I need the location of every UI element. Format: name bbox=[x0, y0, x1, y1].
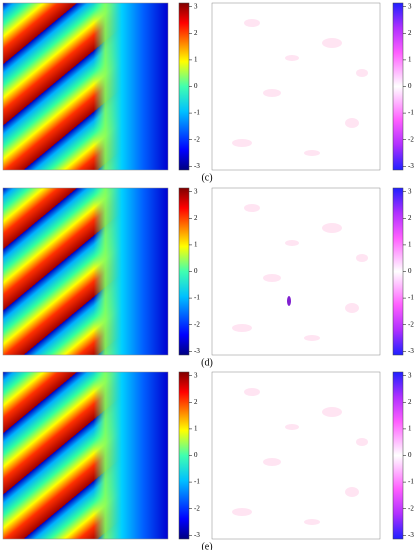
map-frame bbox=[2, 371, 169, 540]
colorbar-tick-label: 2 bbox=[408, 29, 412, 37]
colorbar-tick-label: 1 bbox=[408, 56, 412, 64]
residual-blob bbox=[263, 89, 281, 97]
residual-blob bbox=[244, 204, 260, 212]
colorbar-tick-label: 1 bbox=[194, 56, 198, 64]
colorbar-tick-label: -3 bbox=[194, 347, 200, 355]
residual-spot bbox=[287, 296, 291, 306]
colorbar-tick-label: 3 bbox=[408, 371, 412, 379]
colorbar-tick-label: 3 bbox=[408, 187, 412, 195]
colorbar bbox=[392, 2, 404, 171]
colorbar-tick-label: -2 bbox=[408, 135, 414, 143]
colorbar-tick-label: 0 bbox=[408, 82, 412, 90]
colorbar bbox=[178, 187, 190, 356]
residual-blob bbox=[285, 55, 299, 61]
colorbar-tick-label: -3 bbox=[408, 531, 414, 539]
residual-blob bbox=[285, 424, 299, 430]
residual-blob bbox=[285, 240, 299, 246]
colorbar-tick-label: -2 bbox=[408, 320, 414, 328]
colorbar-tick-label: 2 bbox=[408, 398, 412, 406]
residual-blob bbox=[232, 508, 252, 516]
residual-blob bbox=[244, 19, 260, 27]
residual-blob bbox=[345, 118, 359, 128]
residual-blob bbox=[263, 274, 281, 282]
colorbar-tick-label: -1 bbox=[408, 478, 414, 486]
colorbar-tick-label: 3 bbox=[194, 2, 198, 10]
colorbar-tick-label: 2 bbox=[194, 29, 198, 37]
colorbar-tick-label: -2 bbox=[408, 504, 414, 512]
colorbar-tick-label: -1 bbox=[194, 294, 200, 302]
colorbar-tick-label: -2 bbox=[194, 135, 200, 143]
panel-label: (d) bbox=[201, 357, 213, 368]
colorbar-tick-label: -3 bbox=[408, 162, 414, 170]
colorbar-tick-label: 3 bbox=[194, 371, 198, 379]
map-frame bbox=[2, 2, 169, 171]
residual-blob bbox=[322, 223, 342, 233]
colorbar-tick-label: 1 bbox=[408, 425, 412, 433]
phase-map-background bbox=[3, 372, 168, 539]
colorbar-tick-label: 1 bbox=[194, 425, 198, 433]
colorbar-tick-label: 0 bbox=[408, 451, 412, 459]
colorbar-tick-label: 3 bbox=[194, 187, 198, 195]
colorbar-tick-label: 1 bbox=[408, 241, 412, 249]
phase-map-background bbox=[3, 188, 168, 355]
residual-blob bbox=[356, 69, 368, 77]
residual-blob bbox=[322, 38, 342, 48]
colorbar-tick-label: 2 bbox=[194, 214, 198, 222]
phase-map-background bbox=[3, 3, 168, 170]
residual-blob bbox=[345, 303, 359, 313]
colorbar-tick-label: -1 bbox=[408, 294, 414, 302]
residual-blob bbox=[232, 139, 252, 147]
colorbar bbox=[178, 2, 190, 171]
colorbar-tick-label: -2 bbox=[194, 504, 200, 512]
colorbar-tick-label: -3 bbox=[408, 347, 414, 355]
colorbar-tick-label: 0 bbox=[194, 451, 198, 459]
panel-label: (c) bbox=[201, 172, 212, 183]
panel-label: (e) bbox=[201, 541, 212, 550]
colorbar-tick-label: -1 bbox=[408, 109, 414, 117]
colorbar-tick-label: 0 bbox=[408, 267, 412, 275]
colorbar bbox=[392, 371, 404, 540]
residual-blob bbox=[345, 487, 359, 497]
residual-blob bbox=[263, 458, 281, 466]
colorbar bbox=[178, 371, 190, 540]
colorbar-tick-label: -3 bbox=[194, 531, 200, 539]
residual-blob bbox=[322, 407, 342, 417]
colorbar-tick-label: 2 bbox=[408, 214, 412, 222]
colorbar-tick-label: 2 bbox=[194, 398, 198, 406]
colorbar-tick-label: -1 bbox=[194, 478, 200, 486]
colorbar-tick-label: 1 bbox=[194, 241, 198, 249]
residual-blob bbox=[304, 519, 320, 525]
residual-blob bbox=[304, 150, 320, 156]
residual-blob bbox=[232, 324, 252, 332]
residual-blob bbox=[244, 388, 260, 396]
residual-blob bbox=[356, 254, 368, 262]
colorbar-tick-label: 3 bbox=[408, 2, 412, 10]
colorbar-tick-label: -3 bbox=[194, 162, 200, 170]
colorbar-tick-label: -2 bbox=[194, 320, 200, 328]
map-frame bbox=[2, 187, 169, 356]
colorbar-tick-label: 0 bbox=[194, 82, 198, 90]
residual-blob bbox=[304, 335, 320, 341]
residual-blob bbox=[356, 438, 368, 446]
colorbar-tick-label: -1 bbox=[194, 109, 200, 117]
colorbar-tick-label: 0 bbox=[194, 267, 198, 275]
colorbar bbox=[392, 187, 404, 356]
